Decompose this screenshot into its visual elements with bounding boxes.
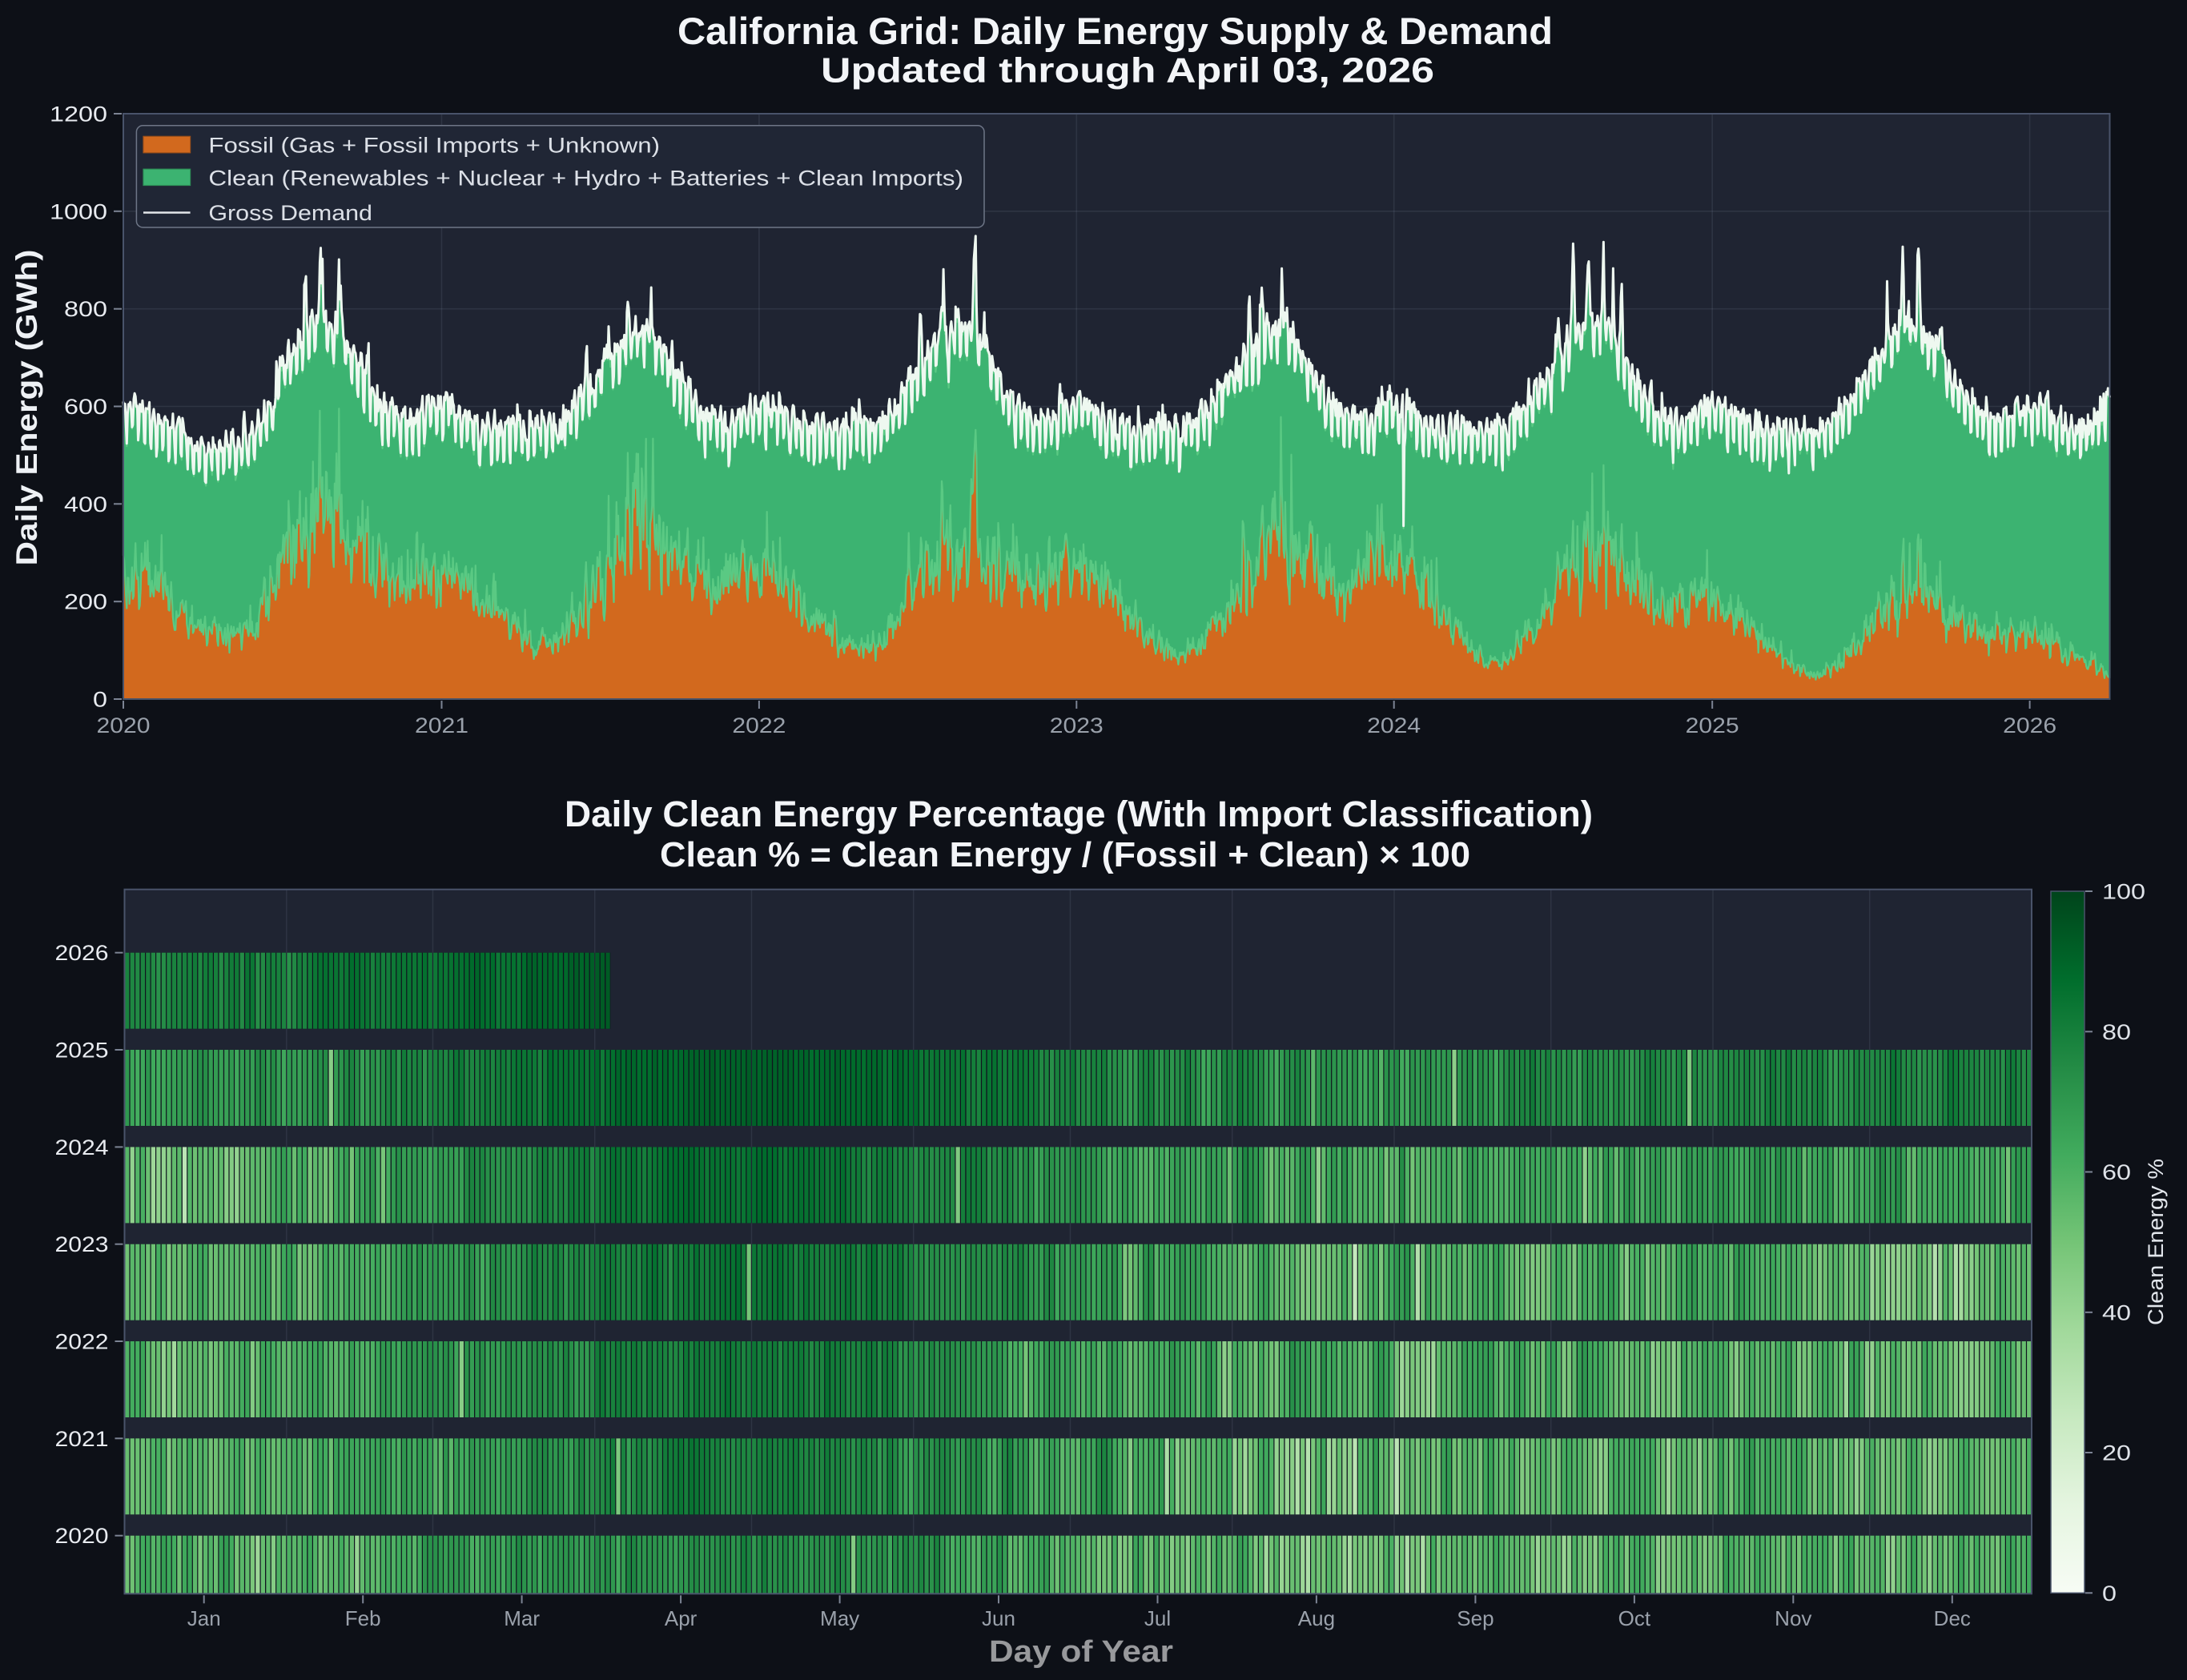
- svg-text:2020: 2020: [55, 1524, 109, 1548]
- svg-text:Clean (Renewables + Nuclear +: Clean (Renewables + Nuclear + Hydro + Ba…: [208, 167, 963, 191]
- svg-text:Nov: Nov: [1775, 1606, 1811, 1630]
- svg-text:Day of Year: Day of Year: [989, 1635, 1173, 1669]
- svg-text:0: 0: [2102, 1582, 2117, 1606]
- svg-text:2026: 2026: [55, 941, 109, 965]
- svg-text:Clean % = Clean Energy / (Foss: Clean % = Clean Energy / (Fossil + Clean…: [660, 835, 1470, 874]
- svg-text:20: 20: [2102, 1441, 2131, 1465]
- svg-text:2021: 2021: [415, 713, 468, 738]
- svg-text:Dec: Dec: [1934, 1606, 1971, 1630]
- svg-text:Feb: Feb: [345, 1606, 381, 1630]
- svg-text:May: May: [820, 1606, 859, 1630]
- svg-text:Jun: Jun: [982, 1606, 1015, 1630]
- svg-text:2024: 2024: [55, 1135, 109, 1160]
- svg-text:2026: 2026: [2003, 713, 2056, 738]
- svg-text:Sep: Sep: [1457, 1606, 1494, 1630]
- svg-text:Apr: Apr: [665, 1606, 698, 1630]
- svg-text:80: 80: [2102, 1020, 2131, 1044]
- svg-text:Fossil (Gas + Fossil Imports +: Fossil (Gas + Fossil Imports + Unknown): [208, 133, 660, 157]
- svg-text:Gross Demand: Gross Demand: [208, 201, 372, 225]
- svg-text:2022: 2022: [732, 713, 786, 738]
- svg-text:1000: 1000: [50, 199, 107, 223]
- svg-text:Updated through April 03, 2026: Updated through April 03, 2026: [821, 51, 1434, 90]
- svg-text:2024: 2024: [1367, 713, 1421, 738]
- svg-text:600: 600: [64, 395, 107, 419]
- svg-text:2025: 2025: [1686, 713, 1739, 738]
- svg-text:Clean Energy %: Clean Energy %: [2144, 1159, 2168, 1325]
- svg-text:Daily Clean Energy Percentage: Daily Clean Energy Percentage (With Impo…: [565, 794, 1593, 834]
- svg-text:800: 800: [64, 297, 107, 321]
- svg-text:Oct: Oct: [1618, 1606, 1651, 1630]
- svg-text:Aug: Aug: [1298, 1606, 1335, 1630]
- svg-text:2022: 2022: [55, 1330, 109, 1354]
- svg-text:Jul: Jul: [1144, 1606, 1171, 1630]
- svg-text:2021: 2021: [55, 1427, 109, 1451]
- svg-text:1200: 1200: [50, 102, 107, 127]
- svg-text:Daily Energy (GWh): Daily Energy (GWh): [10, 250, 43, 566]
- svg-text:2023: 2023: [55, 1232, 109, 1256]
- svg-text:Jan: Jan: [187, 1606, 221, 1630]
- svg-text:60: 60: [2102, 1160, 2131, 1184]
- svg-text:California Grid: Daily Energy: California Grid: Daily Energy Supply & D…: [677, 10, 1553, 52]
- svg-text:2025: 2025: [55, 1039, 109, 1063]
- svg-text:0: 0: [93, 688, 107, 712]
- svg-text:2020: 2020: [97, 713, 151, 738]
- svg-text:2023: 2023: [1050, 713, 1104, 738]
- svg-text:Mar: Mar: [504, 1606, 540, 1630]
- svg-text:100: 100: [2102, 880, 2145, 904]
- svg-text:40: 40: [2102, 1300, 2131, 1324]
- svg-text:200: 200: [64, 590, 107, 614]
- svg-text:400: 400: [64, 492, 107, 516]
